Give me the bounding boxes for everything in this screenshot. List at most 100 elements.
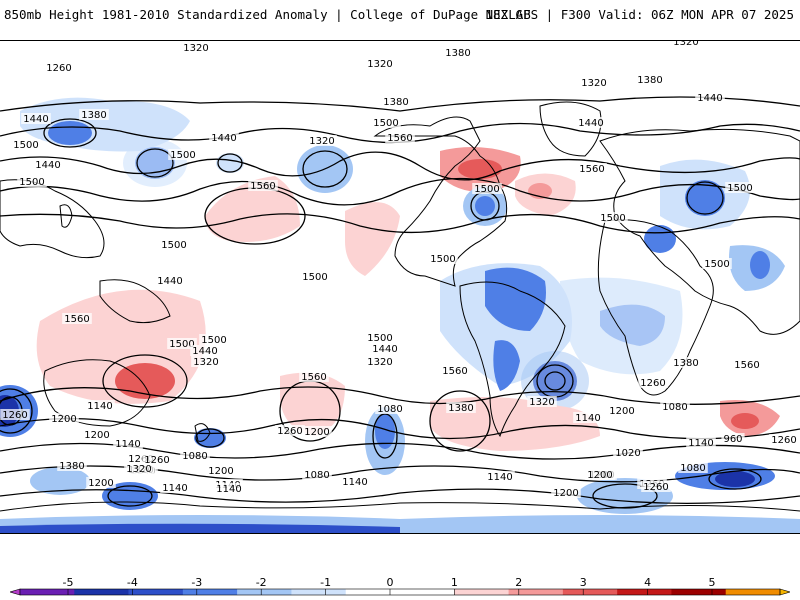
contour-label: 1380 — [673, 358, 698, 369]
contour-label: 1200 — [84, 430, 109, 441]
colorbar-ticks: -5 -4 -3 -2 -1 0 1 2 3 4 5 — [63, 576, 716, 595]
colorbar-segment — [562, 589, 618, 595]
contour-label-background — [769, 434, 799, 445]
contour-label: 1080 — [680, 463, 705, 474]
colorbar-segment — [671, 589, 727, 595]
negative-anomaly-core — [475, 196, 495, 216]
colorbar-min-arrow — [10, 588, 21, 596]
colorbar-segment — [617, 589, 672, 595]
colorbar-segment — [74, 589, 129, 595]
contour-closed — [102, 354, 188, 408]
contour-label-background — [365, 58, 395, 69]
contour-label: 1500 — [367, 333, 392, 344]
contour-label-background — [214, 483, 244, 494]
contour-closed — [0, 388, 33, 434]
contour-label: 1200 — [208, 466, 233, 477]
contour-label-background — [33, 159, 63, 170]
contour-label-background — [365, 356, 395, 367]
contour-label-background — [577, 163, 607, 174]
contour-line — [0, 386, 800, 405]
contour-label-background — [168, 149, 198, 160]
contour-label-background — [86, 477, 116, 488]
contour-label: 1500 — [704, 259, 729, 270]
contour-label: 1380 — [637, 75, 662, 86]
contour-label-background — [159, 239, 189, 250]
contour-label-background — [62, 313, 92, 324]
contour-label-background — [160, 482, 190, 493]
contour-label-background — [302, 469, 332, 480]
contour-label-background — [375, 403, 405, 414]
colorbar-segment — [454, 589, 509, 595]
contour-label: 1560 — [579, 164, 604, 175]
coastline-antarctica — [0, 501, 800, 512]
contour-label-background — [446, 402, 476, 413]
contour-label: 1560 — [250, 181, 275, 192]
contour-label-background — [11, 139, 41, 150]
contour-label-background — [142, 454, 172, 465]
contour-label-background — [113, 438, 143, 449]
header: 850mb Height 1981-2010 Standardized Anom… — [0, 0, 800, 36]
contour-label: 1500 — [169, 339, 194, 350]
contour-label: 1140 — [342, 477, 367, 488]
contour-label: 1320 — [673, 41, 698, 48]
contour-label: 1260 — [771, 435, 796, 446]
contour-closed — [592, 483, 658, 509]
positive-anomaly-core — [731, 413, 759, 429]
contour-label: 1500 — [727, 183, 752, 194]
contour-label: 1320 — [183, 43, 208, 54]
colorbar-tick-label: -3 — [191, 576, 202, 589]
map-panel: 1320 1260 1380 1320 1380 1440 1440 1320 1500 1500… — [0, 40, 800, 534]
negative-anomaly-core — [685, 180, 725, 216]
contour-label-background — [635, 74, 665, 85]
contour-line — [0, 177, 800, 206]
contour-label-background — [686, 437, 716, 448]
contour-label: 1440 — [23, 114, 48, 125]
contour-label-background — [49, 413, 79, 424]
contour-label-background — [721, 433, 745, 444]
negative-anomaly-core — [48, 121, 92, 145]
contour-label: 1560 — [734, 360, 759, 371]
colorbar-tick-label: 0 — [387, 576, 394, 589]
contour-label-background — [725, 182, 755, 193]
colorbar-tick-label: 3 — [580, 576, 587, 589]
contour-closed — [544, 371, 566, 391]
colorbar-segment — [20, 589, 75, 595]
contour-label: 1200 — [587, 470, 612, 481]
contour-label-background — [300, 271, 330, 282]
contour-label-background — [527, 396, 557, 407]
contour-label: 1140 — [575, 413, 600, 424]
contour-label: 1440 — [157, 276, 182, 287]
colorbar-segment — [508, 589, 564, 595]
contour-label: 1500 — [13, 140, 38, 151]
contour-label-background — [671, 357, 701, 368]
contour-label: 1260 — [144, 455, 169, 466]
contour-label-background — [573, 412, 603, 423]
negative-anomaly-area — [30, 467, 90, 495]
contour-label-background — [370, 343, 400, 354]
coastline-australia — [43, 359, 151, 427]
coastline-greenland — [539, 101, 602, 157]
contour-label: 1560 — [64, 314, 89, 325]
contour-label: 1560 — [442, 366, 467, 377]
contour-label-background — [428, 253, 458, 264]
contour-label: 1140 — [162, 483, 187, 494]
contour-label: 1380 — [445, 48, 470, 59]
colorbar-segment — [400, 589, 455, 595]
contour-label: 1260 — [643, 482, 668, 493]
contour-closed — [302, 150, 348, 188]
contour-label-background — [385, 132, 415, 143]
contour-label-background — [695, 92, 725, 103]
contour-label-background — [199, 334, 229, 345]
coastline-eurasia — [599, 128, 800, 335]
negative-anomaly-area — [216, 153, 244, 173]
contour-label: 1440 — [192, 346, 217, 357]
coastline-south-america — [459, 281, 566, 438]
positive-anomaly-core — [115, 363, 175, 399]
contour-label: 1380 — [59, 461, 84, 472]
contour-label: 1440 — [697, 93, 722, 104]
contour-label-background — [21, 113, 51, 124]
contour-line — [0, 417, 800, 440]
contour-label-background — [660, 401, 690, 412]
contour-label: 1140 — [487, 472, 512, 483]
